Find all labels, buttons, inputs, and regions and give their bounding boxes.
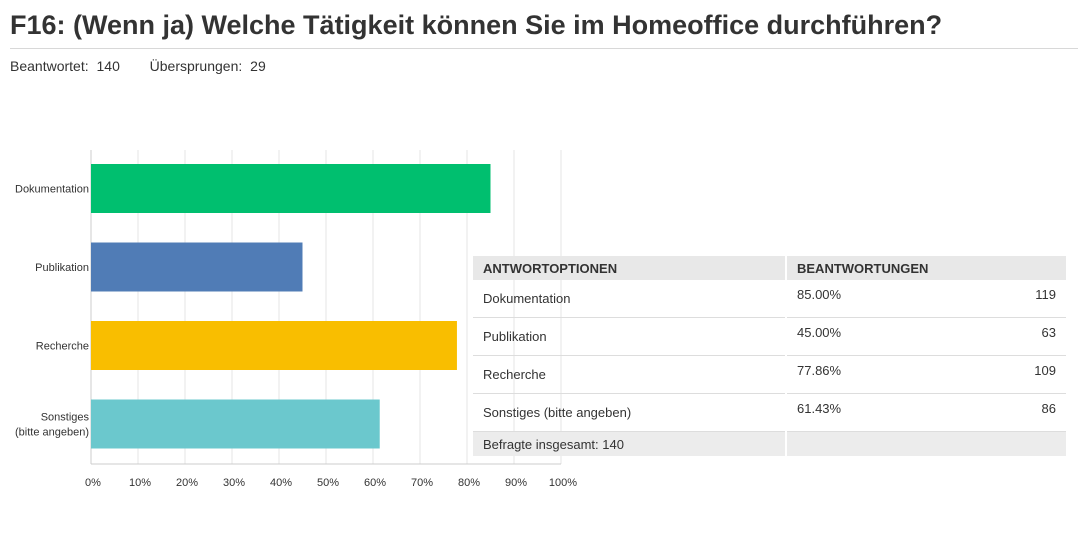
response-summary: Beantwortet: 140 Übersprungen: 29 (10, 58, 270, 74)
x-tick-label: 80% (458, 477, 480, 489)
table-row: Publikation 45.00% 63 (473, 317, 1066, 356)
table-row: Sonstiges (bitte angeben) 61.43% 86 (473, 393, 1066, 432)
page-title: F16: (Wenn ja) Welche Tätigkeit können S… (10, 10, 943, 40)
row-count: 119 (956, 280, 1066, 318)
table-total-row: Befragte insgesamt: 140 (473, 431, 1066, 456)
category-label: Dokumentation (15, 184, 89, 196)
skipped-value: 29 (250, 58, 266, 74)
row-percent: 85.00% (785, 280, 957, 318)
table-row: Recherche 77.86% 109 (473, 355, 1066, 394)
category-label: Recherche (36, 341, 89, 353)
row-option: Recherche (473, 355, 786, 394)
x-tick-label: 70% (411, 477, 433, 489)
row-count: 86 (956, 393, 1066, 432)
x-tick-label: 60% (364, 477, 386, 489)
row-percent: 45.00% (785, 317, 957, 356)
x-tick-label: 50% (317, 477, 339, 489)
row-count: 109 (956, 355, 1066, 394)
category-label: Sonstiges (41, 412, 90, 424)
x-tick-label: 20% (176, 477, 198, 489)
x-tick-label: 40% (270, 477, 292, 489)
bar (91, 399, 380, 449)
bar-chart: Dokumentation Publikation Recherche Sonstig… (15, 150, 577, 489)
x-tick-label: 90% (505, 477, 527, 489)
x-tick-label: 30% (223, 477, 245, 489)
answered-label: Beantwortet: (10, 58, 89, 74)
x-tick-label: 100% (549, 477, 577, 489)
x-tick-label: 0% (85, 477, 101, 489)
skipped-label: Übersprungen: (149, 58, 243, 74)
header-responses: BEANTWORTUNGEN (785, 256, 1066, 280)
response-table: ANTWORTOPTIONEN BEANTWORTUNGEN Dokumenta… (473, 256, 1066, 456)
row-percent: 77.86% (785, 355, 957, 394)
bar (91, 164, 491, 213)
row-option: Sonstiges (bitte angeben) (473, 393, 786, 432)
x-tick-label: 10% (129, 477, 151, 489)
row-percent: 61.43% (785, 393, 957, 432)
bar (91, 242, 303, 292)
answered-value: 140 (96, 58, 120, 74)
title-divider (10, 48, 1078, 49)
category-label: Publikation (35, 262, 89, 274)
header-options: ANTWORTOPTIONEN (473, 256, 786, 280)
category-label: (bitte angeben) (15, 427, 89, 439)
bar (91, 321, 457, 370)
row-option: Dokumentation (473, 280, 786, 318)
total-respondents: Befragte insgesamt: 140 (473, 431, 786, 456)
table-row: Dokumentation 85.00% 119 (473, 280, 1066, 318)
row-count: 63 (956, 317, 1066, 356)
row-option: Publikation (473, 317, 786, 356)
